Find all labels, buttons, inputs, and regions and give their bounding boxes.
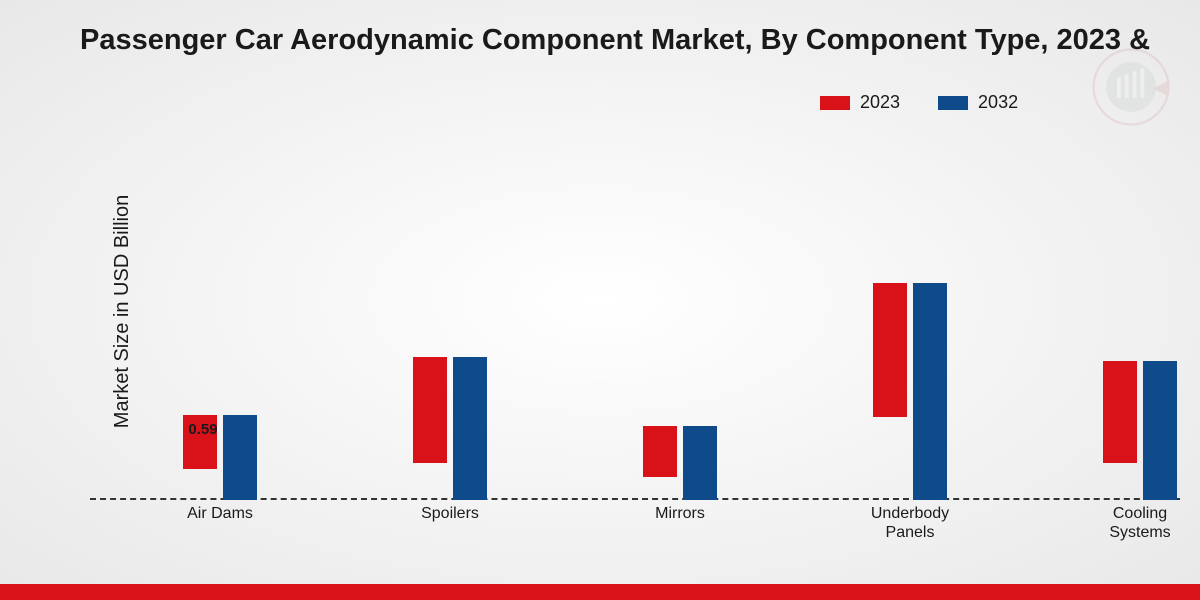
- bar: [413, 357, 447, 463]
- x-axis-label: Air Dams: [150, 504, 290, 523]
- x-axis-label: Mirrors: [610, 504, 750, 523]
- x-axis-label: Spoilers: [380, 504, 520, 523]
- bar-group: [150, 415, 290, 500]
- x-axis-labels: Air DamsSpoilersMirrorsUnderbodyPanelsCo…: [90, 504, 1180, 554]
- bar: [873, 283, 907, 417]
- legend-label-2023: 2023: [860, 92, 900, 113]
- chart-title: Passenger Car Aerodynamic Component Mark…: [80, 24, 1150, 57]
- legend-swatch-2023: [820, 96, 850, 110]
- bar: [913, 283, 947, 500]
- legend-item-2032: 2032: [938, 92, 1018, 113]
- x-axis-label: CoolingSystems: [1070, 504, 1200, 542]
- bar: [453, 357, 487, 500]
- legend-swatch-2032: [938, 96, 968, 110]
- bar-group: [610, 426, 750, 500]
- bar: [643, 426, 677, 477]
- bar: [683, 426, 717, 500]
- legend-label-2032: 2032: [978, 92, 1018, 113]
- bar: [223, 415, 257, 500]
- legend-item-2023: 2023: [820, 92, 900, 113]
- value-label: 0.59: [188, 421, 217, 438]
- bottom-strip: [0, 584, 1200, 600]
- watermark-logo: [1092, 48, 1170, 126]
- bar: [1143, 361, 1177, 500]
- chart-area: 0.59: [90, 130, 1180, 500]
- bar-group: [840, 283, 980, 500]
- bar-group: [380, 357, 520, 500]
- bar: [1103, 361, 1137, 463]
- x-axis-label: UnderbodyPanels: [840, 504, 980, 542]
- legend: 2023 2032: [820, 92, 1018, 113]
- bar-group: [1070, 361, 1200, 500]
